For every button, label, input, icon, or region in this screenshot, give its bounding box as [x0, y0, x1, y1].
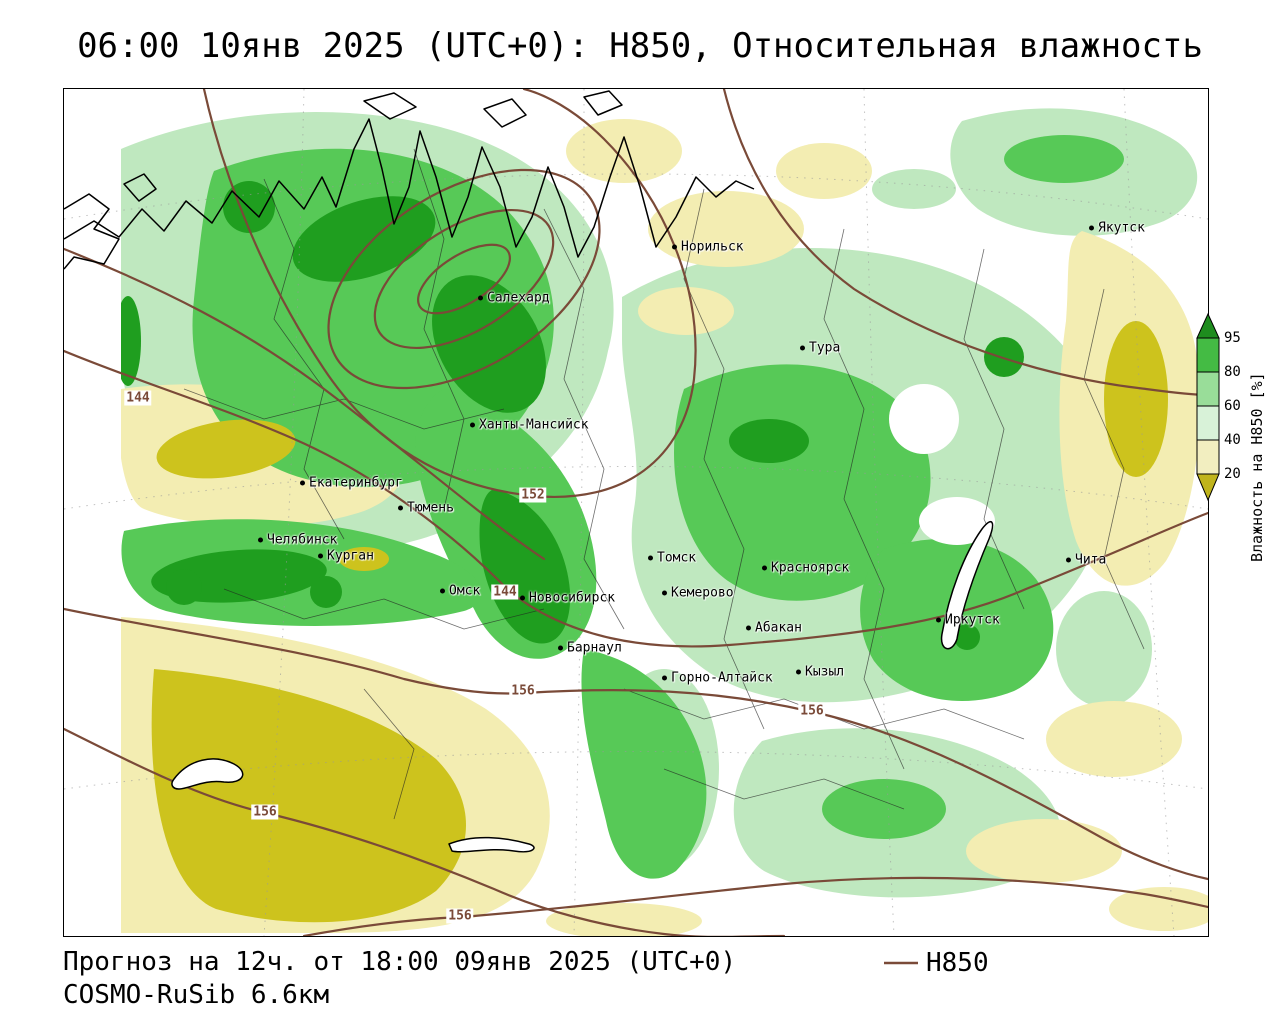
colorbar: 95 80 60 40 20 Влажность на H850 [%] [1196, 312, 1280, 592]
lake-baikal [940, 520, 994, 650]
weather-map [64, 89, 1208, 936]
colorbar-tick-label: 40 [1224, 432, 1241, 448]
model-caption: COSMO-RuSib 6.6км [63, 980, 330, 1010]
colorbar-segment [1196, 337, 1220, 373]
map-title: 06:00 10янв 2025 (UTC+0): H850, Относите… [77, 26, 1203, 66]
colorbar-label: Влажность на H850 [%] [1248, 372, 1266, 562]
colorbar-tick-label: 60 [1224, 398, 1241, 414]
humidity-shading [64, 89, 1208, 936]
coastlines [64, 90, 994, 853]
colorbar-tick-label: 80 [1224, 364, 1241, 380]
h850-legend-label: H850 [926, 948, 989, 978]
map-frame [63, 88, 1209, 937]
colorbar-scale [1196, 312, 1220, 502]
h850-legend-line-icon [884, 961, 918, 965]
colorbar-arrow-bottom [1196, 473, 1220, 502]
colorbar-tick-label: 95 [1224, 330, 1241, 346]
colorbar-tick-label: 20 [1224, 466, 1241, 482]
colorbar-ticks: 95 80 60 40 20 [1224, 312, 1254, 512]
forecast-caption: Прогноз на 12ч. от 18:00 09янв 2025 (UTC… [63, 947, 737, 977]
colorbar-arrow-top [1196, 312, 1220, 339]
h850-contour-lines [64, 89, 1208, 936]
colorbar-segment [1196, 405, 1220, 441]
h850-legend: H850 [882, 948, 989, 978]
colorbar-segment [1196, 439, 1220, 475]
colorbar-segment [1196, 371, 1220, 407]
footer: Прогноз на 12ч. от 18:00 09янв 2025 (UTC… [63, 946, 736, 1012]
